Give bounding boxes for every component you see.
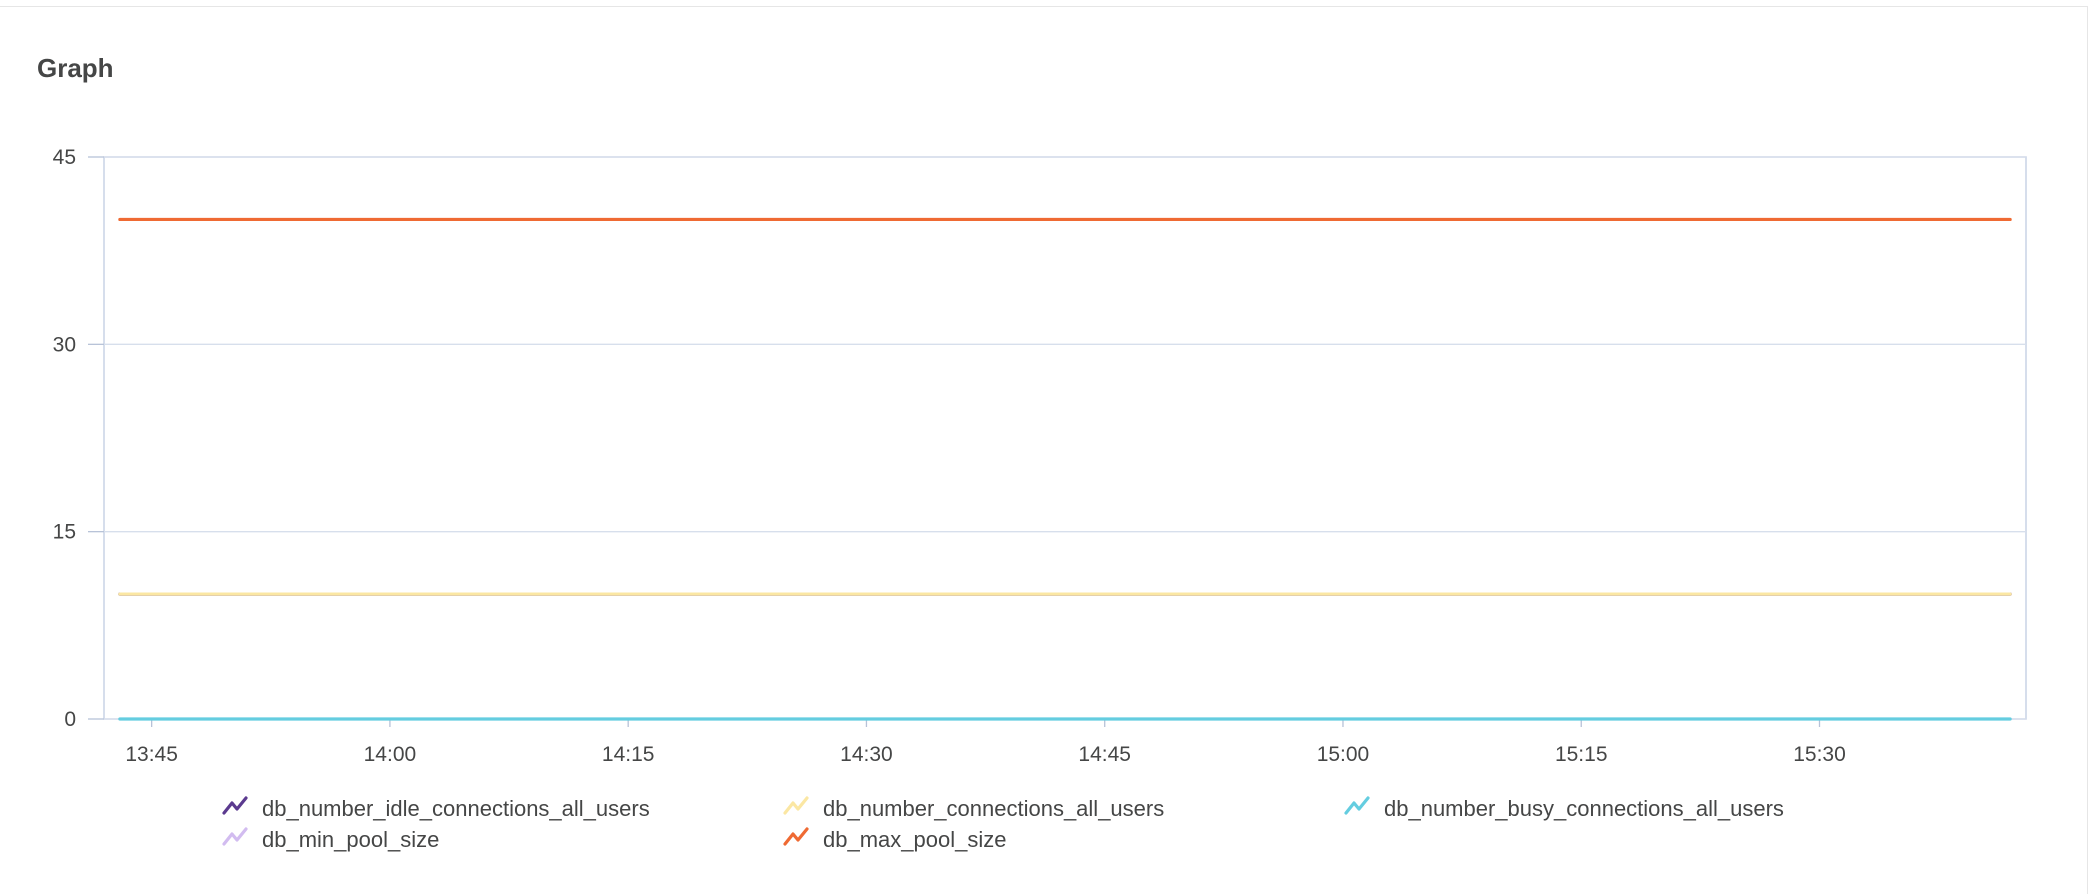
legend-label: db_min_pool_size [262, 827, 439, 852]
panel-title: Graph [37, 53, 114, 83]
x-tick-label: 14:30 [840, 743, 893, 766]
x-tick-label: 14:45 [1078, 743, 1131, 766]
x-tick-label: 15:15 [1555, 743, 1608, 766]
legend-line-icon [783, 796, 809, 815]
legend-line-icon [783, 827, 809, 846]
y-tick-label: 30 [53, 333, 76, 356]
x-tick-label: 14:15 [602, 743, 655, 766]
y-tick-label: 15 [53, 521, 76, 544]
x-tick-label: 15:00 [1317, 743, 1370, 766]
x-tick-label: 14:00 [364, 743, 417, 766]
legend-label: db_number_busy_connections_all_users [1384, 796, 1784, 821]
legend-label: db_max_pool_size [823, 827, 1006, 852]
y-tick-label: 45 [53, 146, 76, 169]
y-tick-label: 0 [64, 708, 76, 731]
x-tick-label: 15:30 [1793, 743, 1846, 766]
legend-line-icon [1344, 796, 1370, 815]
legend-line-icon [222, 796, 248, 815]
legend-line-icon [222, 827, 248, 846]
plot-area [103, 156, 2027, 720]
legend-label: db_number_connections_all_users [823, 796, 1164, 821]
legend-label: db_number_idle_connections_all_users [262, 796, 650, 821]
x-tick-label: 13:45 [125, 743, 178, 766]
